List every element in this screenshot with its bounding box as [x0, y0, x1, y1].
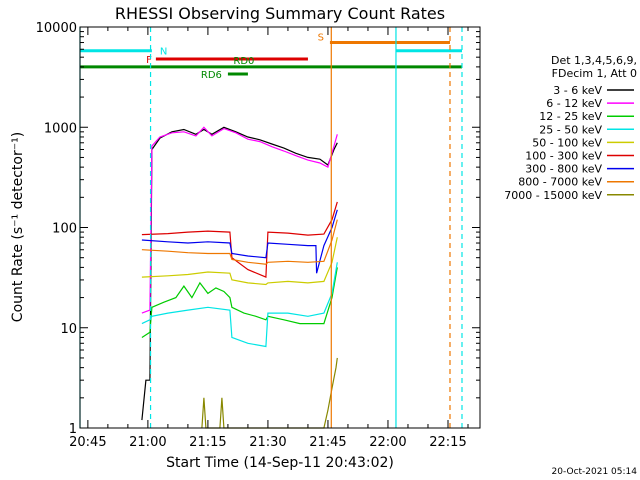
flag-label-rd0: RD0	[233, 56, 254, 67]
chart-title: RHESSI Observing Summary Count Rates	[115, 4, 445, 23]
legend: Det 1,3,4,5,6,9,FDecim 1, Att 0 3 - 6 keV…	[504, 54, 637, 202]
legend-label-300-800-kev: 300 - 800 keV	[525, 163, 602, 176]
y-tick-label-1: 1	[69, 422, 77, 437]
x-tick-label-21-30: 21:30	[249, 435, 286, 450]
flag-label-rd6: RD6	[201, 70, 222, 81]
y-tick-label-10: 10	[60, 322, 77, 337]
y-tick-label-100: 100	[52, 222, 77, 237]
series-line-300-800-kev	[141, 209, 338, 274]
legend-label-6-12-kev: 6 - 12 keV	[546, 97, 602, 110]
y-tick-label-1000: 1000	[44, 121, 77, 136]
series-layer	[141, 126, 338, 429]
markers-layer	[79, 27, 463, 428]
legend-label-800-7000-kev: 800 - 7000 keV	[518, 176, 602, 189]
y-axis-label: Count Rate (s⁻¹ detector⁻¹)	[10, 132, 26, 322]
legend-header-1: FDecim 1, Att 0	[552, 67, 637, 80]
x-tick-label-22-00: 22:00	[369, 435, 406, 450]
x-tick-label-20-45: 20:45	[69, 435, 106, 450]
flag-label-f: F	[146, 55, 152, 66]
legend-label-50-100-kev: 50 - 100 keV	[532, 136, 602, 149]
flag-label-n: N	[160, 47, 167, 58]
axis-layer: 1 10 100 1000 10000 20:45 21:00 21:15 21:30 21:45…	[36, 21, 480, 450]
footer-timestamp: 20-Oct-2021 05:14	[552, 467, 638, 477]
legend-label-7000-15000-kev: 7000 - 15000 keV	[504, 189, 602, 202]
series-line-800-7000-kev	[141, 219, 338, 265]
x-axis-label: Start Time (14-Sep-11 20:43:02)	[166, 455, 394, 471]
flags-layer: N S F RD0 RD6	[80, 33, 462, 81]
series-line-6-12-kev	[141, 126, 338, 314]
series-line-12-25-kev	[141, 267, 338, 339]
legend-label-100-300-kev: 100 - 300 keV	[525, 150, 602, 163]
series-line-25-50-kev	[141, 262, 338, 348]
plot-frame	[79, 26, 481, 429]
x-tick-label-22-15: 22:15	[429, 435, 466, 450]
legend-label-12-25-kev: 12 - 25 keV	[539, 110, 602, 123]
x-tick-label-21-45: 21:45	[309, 435, 346, 450]
x-tick-label-21-15: 21:15	[189, 435, 226, 450]
legend-label-3-6-kev: 3 - 6 keV	[553, 84, 602, 97]
series-line-7000-15000-kev	[201, 357, 338, 429]
legend-label-25-50-kev: 25 - 50 keV	[539, 123, 602, 136]
flag-label-s: S	[318, 33, 324, 44]
legend-header-0: Det 1,3,4,5,6,9,	[551, 54, 637, 67]
series-line-50-100-kev	[141, 237, 338, 286]
series-line-100-300-kev	[141, 201, 338, 278]
y-tick-label-10000: 10000	[36, 21, 77, 36]
series-line-3-6-kev	[141, 126, 338, 421]
x-tick-label-21-00: 21:00	[129, 435, 166, 450]
